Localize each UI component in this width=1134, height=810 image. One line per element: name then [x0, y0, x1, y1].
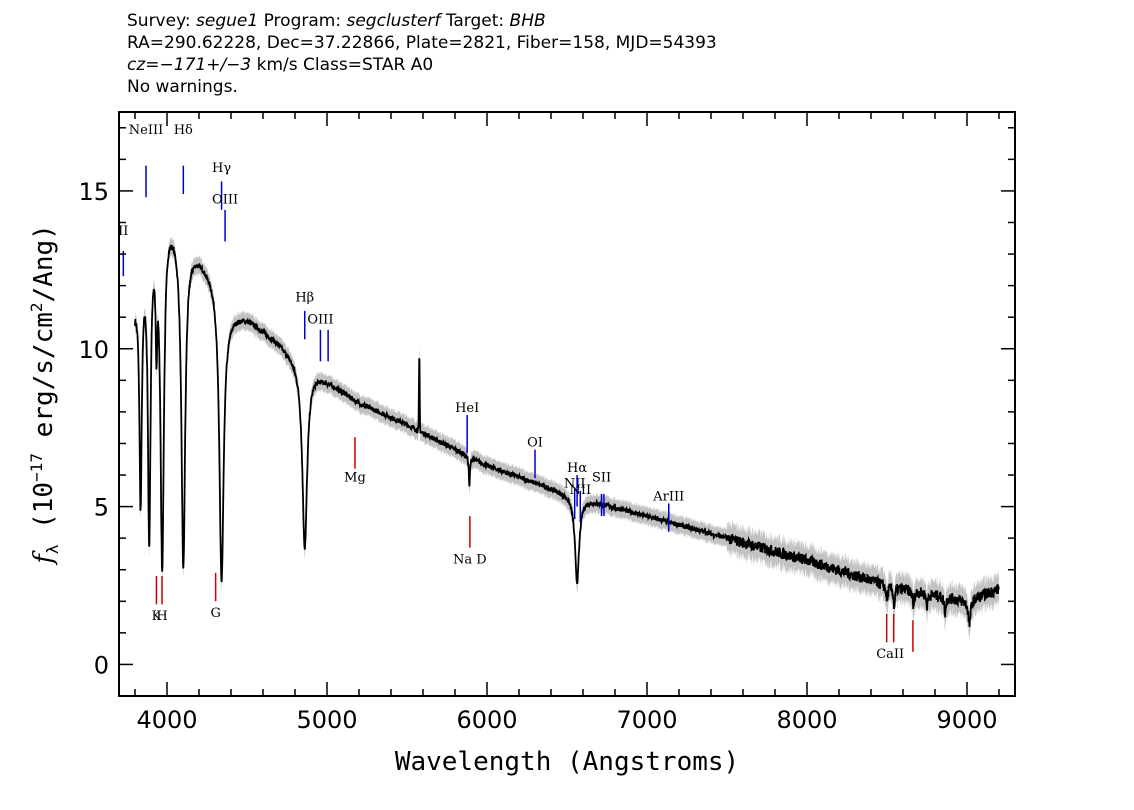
- emission-line-label: HeI: [455, 401, 479, 416]
- emission-line-label: II: [118, 224, 128, 239]
- y-axis-title-lambda: λ: [43, 544, 62, 554]
- x-axis-title: Wavelength (Angstroms): [395, 747, 739, 777]
- flux-series: [134, 244, 1000, 628]
- cz-label: cz=: [127, 55, 160, 75]
- x-tick-label: 7000: [616, 706, 677, 734]
- header-line-4: No warnings.: [127, 77, 238, 97]
- program-value: segclusterf: [346, 11, 441, 31]
- error-band: [135, 236, 999, 642]
- y-tick-label: 15: [78, 178, 109, 206]
- y-axis-title-open: (10: [29, 482, 59, 545]
- x-axis-ticks: 4000 5000 6000 7000 8000 9000: [134, 112, 1000, 734]
- emission-line-label: NeIII: [129, 123, 163, 138]
- x-tick-label: 6000: [456, 706, 517, 734]
- emission-line-label: Hδ: [174, 123, 193, 138]
- y-tick-label: 0: [94, 651, 109, 679]
- flux-line: [134, 244, 1000, 628]
- emission-line-label: Hγ: [212, 161, 231, 176]
- emission-line-label: Hβ: [295, 290, 314, 305]
- absorption-line-label: Na D: [453, 552, 487, 567]
- x-tick-label: 5000: [296, 706, 357, 734]
- target-value: BHB: [509, 11, 546, 31]
- emission-line-label: OIII: [212, 193, 238, 208]
- header-line-2: RA=290.62228, Dec=37.22866, Plate=2821, …: [127, 33, 717, 53]
- plot-frame: [118, 111, 1016, 697]
- x-tick-label: 4000: [136, 706, 197, 734]
- absorption-line-label: H: [156, 609, 167, 624]
- spectral-line-markers: NeIII HδHγOIIIIIHβOIIIHeIOINIIHαNIISIIArI…: [118, 123, 914, 662]
- program-label: Program:: [263, 11, 342, 31]
- y-axis-title-mid: erg/s/cm: [29, 312, 59, 453]
- survey-label: Survey:: [127, 11, 191, 31]
- emission-line-label: SII: [592, 470, 611, 485]
- absorption-line-label: Mg: [344, 470, 366, 485]
- y-axis-ticks: 0 5 10 15: [78, 127, 1015, 697]
- emission-line-label: OIII: [307, 313, 333, 328]
- x-tick-label: 9000: [936, 706, 997, 734]
- y-axis-title-exp2: 2: [27, 302, 46, 312]
- absorption-line-label: G: [210, 606, 220, 621]
- header-line-1: Survey: segue1 Program: segclusterf Targ…: [127, 10, 1127, 32]
- flux-error-band: [135, 236, 999, 642]
- y-tick-label: 10: [78, 336, 109, 364]
- cz-rest: km/s Class=STAR A0: [251, 55, 434, 75]
- survey-value: segue1: [196, 11, 259, 31]
- header-line-3: cz=−171+/−3 km/s Class=STAR A0: [127, 54, 1127, 76]
- emission-line-label: OI: [527, 436, 543, 451]
- y-axis-title-close: /Ang): [29, 224, 59, 302]
- target-label: Target:: [445, 11, 505, 31]
- y-axis-title-exp17: −17: [27, 453, 46, 482]
- x-tick-label: 8000: [776, 706, 837, 734]
- emission-line-label: NII: [569, 483, 591, 498]
- absorption-line-label: K: [152, 609, 162, 624]
- y-axis-title: fλ (10−17 erg/s/cm2/Ang): [27, 224, 62, 566]
- emission-line-label: ArIII: [652, 489, 684, 504]
- emission-line-label: Hα: [567, 461, 587, 476]
- cz-value: −171+/−3: [159, 55, 252, 75]
- emission-line-label: NII: [564, 477, 586, 492]
- absorption-line-label: CaII: [876, 647, 904, 662]
- spectrum-header: Survey: segue1 Program: segclusterf Targ…: [127, 10, 1127, 98]
- y-tick-label: 5: [94, 494, 109, 522]
